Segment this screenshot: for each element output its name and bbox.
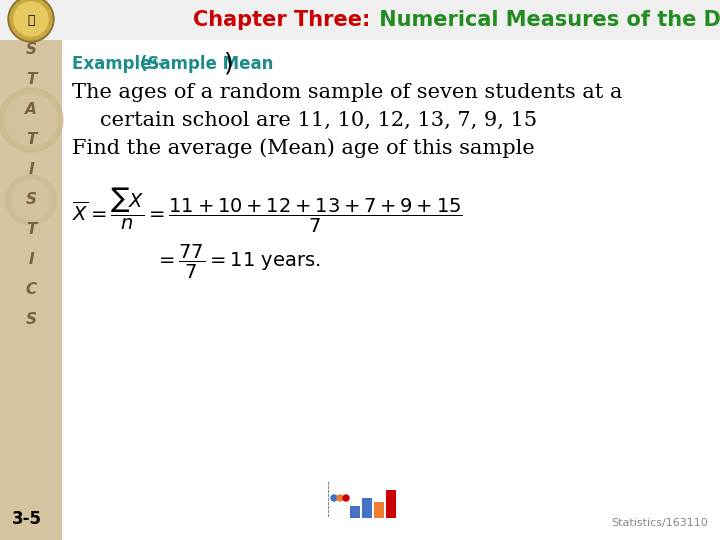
Text: ): )	[224, 52, 234, 76]
Text: S: S	[25, 192, 37, 207]
Text: certain school are 11, 10, 12, 13, 7, 9, 15: certain school are 11, 10, 12, 13, 7, 9,…	[100, 111, 537, 130]
Circle shape	[6, 175, 56, 225]
Text: The ages of a random sample of seven students at a: The ages of a random sample of seven stu…	[72, 84, 622, 103]
Circle shape	[8, 0, 54, 42]
Text: T: T	[26, 222, 36, 238]
Text: Find the average (Mean) age of this sample: Find the average (Mean) age of this samp…	[72, 138, 535, 158]
Circle shape	[331, 495, 337, 501]
Text: I: I	[28, 163, 34, 178]
Text: T: T	[26, 72, 36, 87]
FancyBboxPatch shape	[0, 40, 62, 540]
Text: $\overline{X} = \dfrac{\sum X}{n} = \dfrac{11+10+12+13+7+9+15}{7}$: $\overline{X} = \dfrac{\sum X}{n} = \dfr…	[72, 185, 463, 234]
Circle shape	[0, 88, 63, 152]
Circle shape	[343, 495, 349, 501]
Text: S: S	[25, 313, 37, 327]
Text: C: C	[25, 282, 37, 298]
Text: T: T	[26, 132, 36, 147]
Text: 3-5: 3-5	[12, 510, 42, 528]
Text: 🏛: 🏛	[27, 14, 35, 26]
Text: Numerical Measures of the Data: Numerical Measures of the Data	[372, 10, 720, 30]
Text: Statistics/163110: Statistics/163110	[611, 518, 708, 528]
Text: Example:-: Example:-	[72, 55, 171, 73]
FancyBboxPatch shape	[386, 490, 396, 518]
FancyBboxPatch shape	[0, 0, 720, 40]
Circle shape	[5, 94, 57, 146]
Circle shape	[11, 180, 51, 220]
Text: A: A	[25, 103, 37, 118]
FancyBboxPatch shape	[362, 498, 372, 518]
Circle shape	[10, 0, 52, 40]
Text: $= \dfrac{77}{7} = 11\ \mathrm{years.}$: $= \dfrac{77}{7} = 11\ \mathrm{years.}$	[155, 243, 320, 281]
FancyBboxPatch shape	[350, 506, 360, 518]
Text: Chapter Three:: Chapter Three:	[193, 10, 370, 30]
Text: (Sample Mean: (Sample Mean	[140, 55, 274, 73]
Circle shape	[14, 2, 48, 36]
Text: I: I	[28, 253, 34, 267]
FancyBboxPatch shape	[374, 502, 384, 518]
Circle shape	[337, 495, 343, 501]
Text: S: S	[25, 43, 37, 57]
